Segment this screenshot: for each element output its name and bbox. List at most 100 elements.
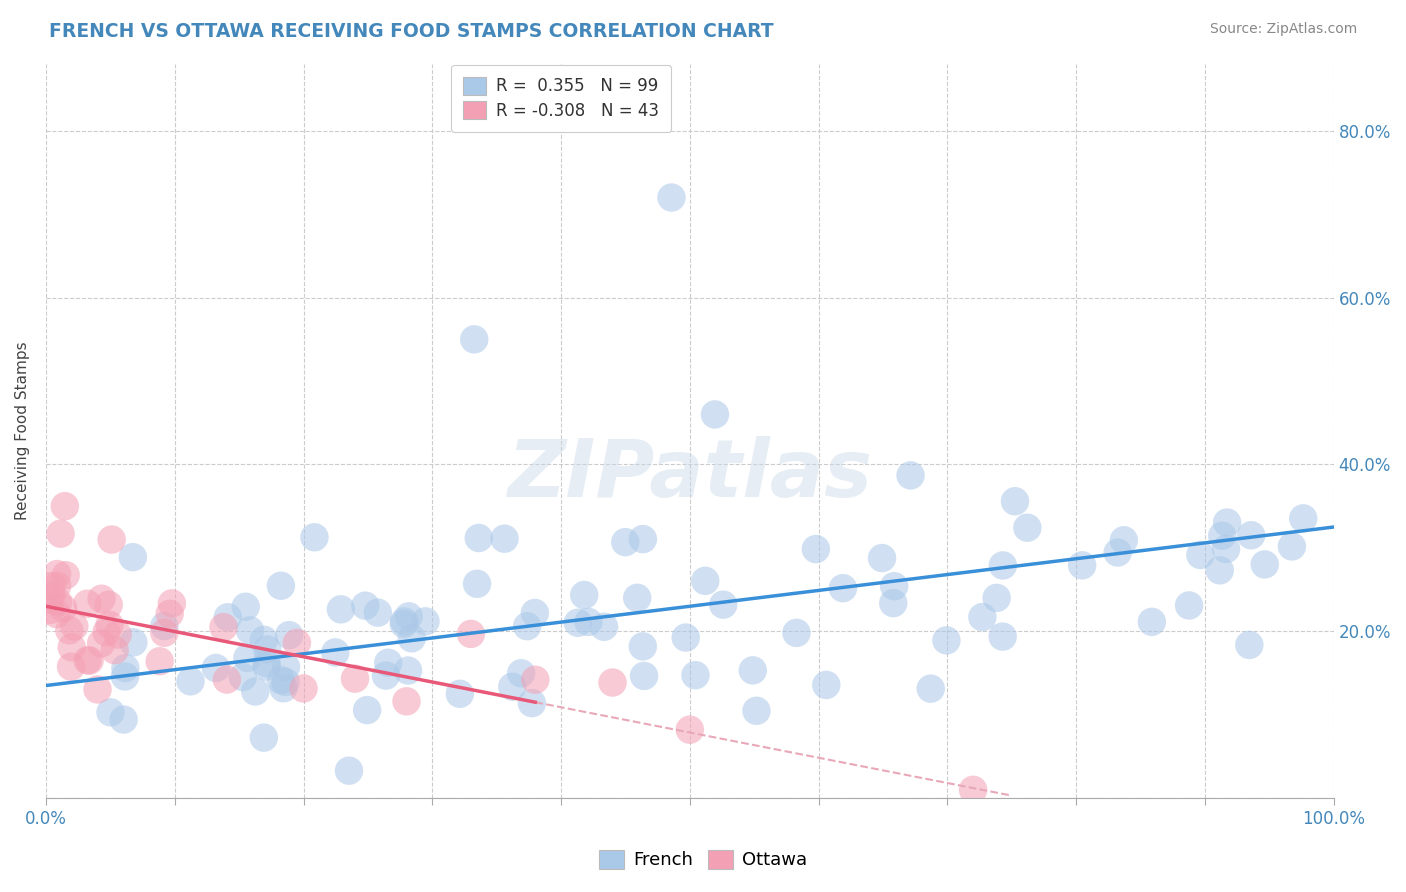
Point bbox=[329, 602, 352, 616]
Point bbox=[292, 681, 315, 696]
Point bbox=[270, 673, 292, 687]
Point bbox=[232, 670, 254, 684]
Point bbox=[253, 731, 276, 745]
Point bbox=[235, 599, 257, 614]
Point bbox=[278, 628, 301, 642]
Point bbox=[463, 332, 485, 346]
Point bbox=[465, 576, 488, 591]
Point bbox=[626, 591, 648, 605]
Point bbox=[60, 659, 83, 673]
Point bbox=[1281, 540, 1303, 554]
Point bbox=[159, 607, 181, 621]
Point bbox=[38, 592, 60, 607]
Point bbox=[494, 532, 516, 546]
Point bbox=[337, 764, 360, 778]
Point bbox=[256, 657, 278, 671]
Point bbox=[304, 530, 326, 544]
Point bbox=[98, 617, 121, 632]
Point bbox=[745, 704, 768, 718]
Point bbox=[631, 532, 654, 546]
Point bbox=[76, 597, 98, 611]
Point bbox=[785, 625, 807, 640]
Point bbox=[614, 535, 637, 549]
Point bbox=[1107, 545, 1129, 559]
Point bbox=[832, 581, 855, 595]
Point bbox=[935, 633, 957, 648]
Point bbox=[239, 624, 262, 638]
Point bbox=[153, 619, 176, 633]
Point bbox=[256, 659, 278, 673]
Point bbox=[180, 674, 202, 689]
Point bbox=[41, 579, 63, 593]
Point bbox=[114, 669, 136, 683]
Point bbox=[76, 653, 98, 667]
Point bbox=[685, 668, 707, 682]
Point bbox=[205, 661, 228, 675]
Point bbox=[395, 694, 418, 708]
Point bbox=[149, 654, 172, 668]
Point bbox=[325, 645, 347, 659]
Point bbox=[215, 673, 238, 687]
Point bbox=[920, 681, 942, 696]
Point bbox=[1017, 521, 1039, 535]
Point bbox=[112, 713, 135, 727]
Point bbox=[60, 640, 83, 655]
Point bbox=[703, 408, 725, 422]
Point bbox=[256, 642, 278, 657]
Point bbox=[523, 606, 546, 620]
Point bbox=[398, 609, 420, 624]
Point bbox=[567, 615, 589, 630]
Text: ZIPatlas: ZIPatlas bbox=[508, 436, 872, 514]
Point bbox=[1112, 533, 1135, 548]
Point bbox=[631, 640, 654, 654]
Point bbox=[991, 630, 1014, 644]
Point bbox=[415, 615, 437, 629]
Point bbox=[449, 687, 471, 701]
Point bbox=[1216, 516, 1239, 530]
Point bbox=[270, 579, 292, 593]
Legend: French, Ottawa: French, Ottawa bbox=[591, 840, 815, 879]
Point bbox=[46, 579, 69, 593]
Point bbox=[593, 620, 616, 634]
Point bbox=[122, 635, 145, 649]
Point bbox=[90, 636, 112, 650]
Point bbox=[122, 550, 145, 565]
Point bbox=[972, 610, 994, 624]
Point bbox=[153, 625, 176, 640]
Point bbox=[53, 499, 76, 513]
Point bbox=[46, 567, 69, 582]
Point bbox=[711, 598, 734, 612]
Point bbox=[882, 596, 904, 610]
Point bbox=[1071, 558, 1094, 573]
Point bbox=[602, 675, 624, 690]
Point bbox=[520, 696, 543, 710]
Point bbox=[100, 706, 122, 720]
Point bbox=[46, 595, 69, 609]
Y-axis label: Receiving Food Stamps: Receiving Food Stamps bbox=[15, 342, 30, 520]
Point bbox=[392, 617, 415, 632]
Point bbox=[883, 579, 905, 593]
Point bbox=[236, 651, 259, 665]
Point bbox=[815, 678, 838, 692]
Point bbox=[1178, 599, 1201, 613]
Point bbox=[114, 661, 136, 675]
Point bbox=[468, 531, 491, 545]
Point bbox=[86, 682, 108, 697]
Point bbox=[285, 636, 308, 650]
Point bbox=[741, 664, 763, 678]
Point bbox=[273, 681, 295, 696]
Point bbox=[900, 468, 922, 483]
Point bbox=[97, 598, 120, 612]
Point bbox=[245, 684, 267, 698]
Point bbox=[1209, 563, 1232, 577]
Point bbox=[39, 603, 62, 617]
Point bbox=[460, 627, 482, 641]
Point bbox=[1004, 494, 1026, 508]
Point bbox=[354, 599, 377, 613]
Point bbox=[524, 673, 547, 687]
Point bbox=[633, 669, 655, 683]
Point bbox=[401, 632, 423, 646]
Point bbox=[578, 615, 600, 629]
Point bbox=[804, 542, 827, 557]
Legend: R =  0.355   N = 99, R = -0.308   N = 43: R = 0.355 N = 99, R = -0.308 N = 43 bbox=[451, 65, 671, 131]
